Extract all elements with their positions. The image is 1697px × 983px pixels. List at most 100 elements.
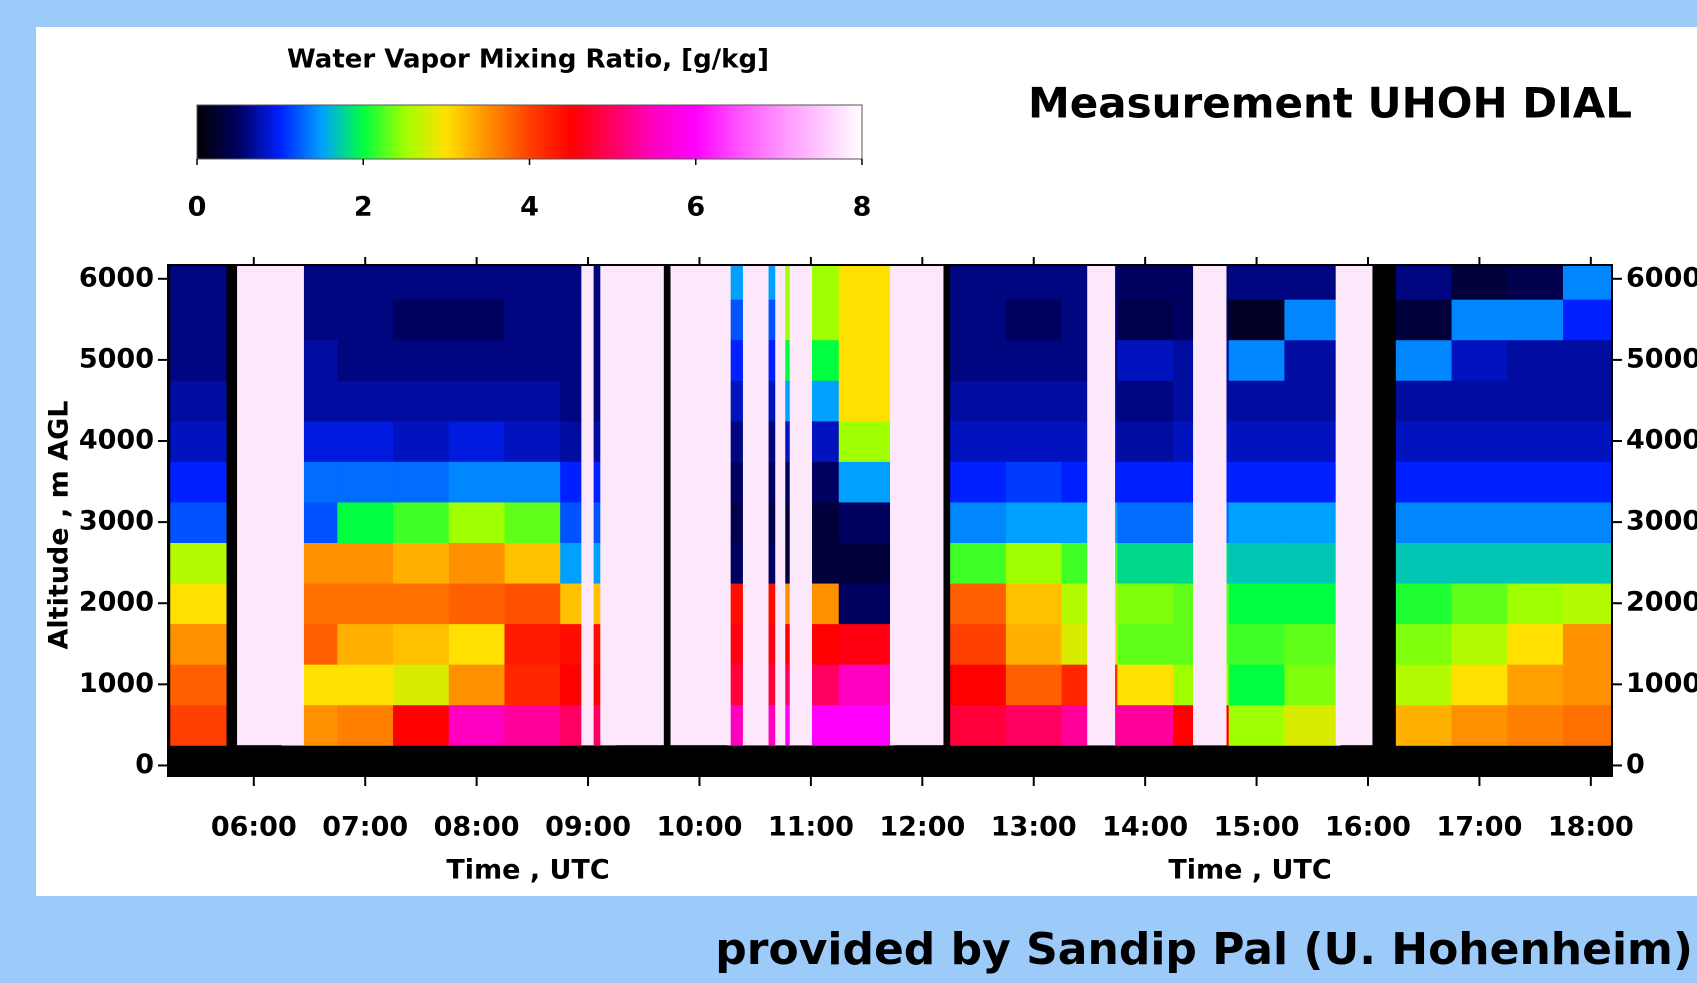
heatmap-cell — [1284, 265, 1341, 300]
heatmap-cell — [1117, 265, 1174, 300]
heatmap-cell — [504, 420, 561, 462]
heatmap-cell — [1005, 461, 1063, 503]
heatmap-cell — [393, 542, 450, 584]
heatmap-cell — [1507, 542, 1564, 584]
y-tick-label: 4000 — [79, 425, 154, 456]
x-tick-label: 07:00 — [322, 812, 408, 843]
heatmap-cell — [950, 704, 1007, 746]
heatmap-cell — [1284, 501, 1341, 543]
heatmap-cell — [1395, 582, 1453, 625]
heatmap-cell — [393, 704, 450, 746]
heatmap-cell — [1284, 664, 1341, 706]
heatmap-cell — [337, 420, 394, 462]
heatmap-cell — [950, 380, 1007, 422]
heatmap-cell — [448, 582, 506, 625]
x-tick-label: 11:00 — [768, 812, 854, 843]
heatmap-cell — [1451, 623, 1508, 665]
heatmap-cell — [1451, 265, 1508, 300]
data-gap — [742, 265, 769, 746]
heatmap-cell — [1228, 265, 1286, 300]
heatmap-cell — [1395, 461, 1453, 503]
x-tick-label: 10:00 — [656, 812, 742, 843]
heatmap-cell — [1284, 461, 1341, 503]
heatmap-cell — [1284, 582, 1341, 625]
heatmap-cell — [950, 542, 1007, 584]
chart-title: Measurement UHOH DIAL — [1028, 79, 1632, 128]
data-gap — [581, 265, 594, 746]
heatmap-cell — [393, 265, 450, 300]
heatmap-cell — [950, 265, 1007, 300]
x-tick-label: 08:00 — [434, 812, 520, 843]
heatmap-cell — [950, 461, 1007, 503]
data-gap — [1335, 265, 1373, 746]
heatmap-cell — [1395, 704, 1453, 746]
heatmap-cell — [1228, 461, 1286, 503]
heatmap-cell — [448, 420, 506, 462]
heatmap-cell — [1284, 623, 1341, 665]
heatmap-cell — [170, 501, 227, 543]
data-gap — [1087, 265, 1116, 746]
heatmap-cell — [1451, 664, 1508, 706]
heatmap-cell — [504, 299, 561, 341]
heatmap-cell — [337, 299, 394, 341]
heatmap-cell — [337, 265, 394, 300]
plot-frame — [167, 264, 1613, 777]
heatmap-cell — [1562, 420, 1612, 462]
heatmap-cell — [393, 623, 450, 665]
y-tick-label: 3000 — [1626, 506, 1697, 537]
heatmap-cell — [1117, 461, 1174, 503]
heatmap-cell — [448, 461, 506, 503]
heatmap-cell — [1562, 542, 1612, 584]
x-tick-label: 09:00 — [545, 812, 631, 843]
heatmap-cell — [1228, 501, 1286, 543]
data-gap — [237, 265, 304, 746]
x-tick-label: 17:00 — [1436, 812, 1522, 843]
x-tick-label: 06:00 — [211, 812, 297, 843]
heatmap-cell — [838, 420, 896, 462]
y-tick-label: 2000 — [79, 587, 154, 618]
heatmap-cell — [1451, 339, 1508, 381]
data-gap — [1193, 265, 1227, 746]
heatmap-cell — [1117, 299, 1174, 341]
heatmap-cell — [1117, 664, 1174, 706]
heatmap-cell — [1451, 582, 1508, 625]
heatmap-cell — [170, 380, 227, 422]
colorbar — [196, 104, 863, 160]
heatmap-cell — [1451, 501, 1508, 543]
y-tick-label: 3000 — [79, 506, 154, 537]
heatmap-cell — [1507, 664, 1564, 706]
heatmap-cell — [1507, 704, 1564, 746]
heatmap-cell — [170, 664, 227, 706]
heatmap-cell — [337, 582, 394, 625]
colorbar-tick-label: 4 — [520, 192, 539, 223]
colorbar-label: Water Vapor Mixing Ratio, [g/kg] — [287, 45, 769, 75]
heatmap-cell — [1562, 664, 1612, 706]
heatmap-cell — [337, 501, 394, 543]
heatmap-cell — [1451, 420, 1508, 462]
heatmap-cell — [1395, 339, 1453, 381]
heatmap-cell — [1562, 380, 1612, 422]
heatmap-cell — [393, 501, 450, 543]
heatmap-cell — [504, 380, 561, 422]
heatmap-cell — [1451, 542, 1508, 584]
heatmap-cell — [838, 501, 896, 543]
plot-area — [168, 265, 1612, 776]
heatmap-cell — [838, 299, 896, 341]
data-gap — [600, 265, 664, 746]
heatmap-cell — [1117, 380, 1174, 422]
heatmap-cell — [448, 265, 506, 300]
heatmap-cell — [170, 461, 227, 503]
x-axis-label: Time , UTC — [1168, 855, 1331, 886]
heatmap-cell — [950, 299, 1007, 341]
heatmap-cell — [504, 582, 561, 625]
heatmap-cell — [1228, 420, 1286, 462]
y-tick-label: 5000 — [1626, 343, 1697, 374]
x-tick-label: 14:00 — [1102, 812, 1188, 843]
heatmap-cell — [504, 704, 561, 746]
heatmap-cell — [950, 339, 1007, 381]
heatmap-cell — [448, 501, 506, 543]
heatmap-cell — [448, 380, 506, 422]
heatmap-cell — [393, 420, 450, 462]
heatmap-cell — [838, 542, 896, 584]
